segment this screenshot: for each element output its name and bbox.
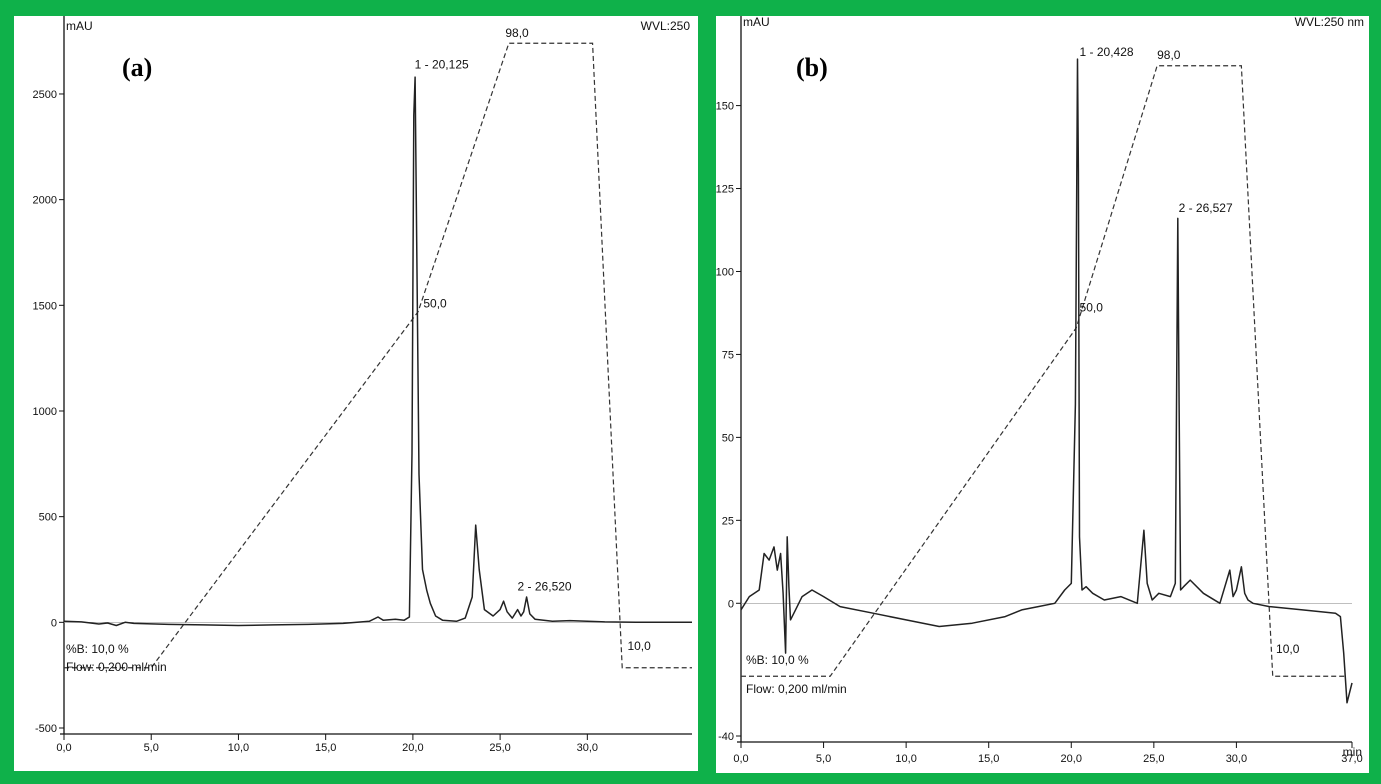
method-note: %B: 10,0 % — [746, 653, 809, 667]
x-tick-label: 5,0 — [816, 753, 831, 765]
chromatogram-trace — [740, 58, 1353, 704]
y-tick-label: 25 — [722, 515, 734, 527]
y-tick-label: 75 — [722, 349, 734, 361]
y-tick-label: 0 — [728, 598, 734, 610]
x-tick-label: 20,0 — [1061, 753, 1082, 765]
x-tick-label: 0,0 — [733, 753, 748, 765]
gradient-label: 50,0 — [1080, 300, 1104, 314]
x-tick-label: 25,0 — [1143, 753, 1164, 765]
y-tick-label: -500 — [35, 723, 57, 735]
x-tick-label: 30,0 — [1226, 753, 1247, 765]
x-tick-label: 0,0 — [56, 742, 71, 754]
peak-label: 2 - 26,520 — [518, 580, 572, 594]
y-tick-label: 0 — [51, 617, 57, 629]
y-tick-label: 2000 — [33, 195, 57, 207]
chromatogram-trace — [63, 76, 692, 627]
peak-label: 2 - 26,527 — [1179, 201, 1233, 215]
y-tick-label: 100 — [716, 266, 734, 278]
chromatogram-a: -500 0 500 1000 1500 2000 2500 0,0 5,0 10,0 15,0 20… — [33, 16, 692, 754]
method-note: Flow: 0,200 ml/min — [746, 682, 847, 696]
panel-label: (a) — [122, 53, 152, 82]
y-tick-label: 500 — [39, 512, 57, 524]
y-tick-label: 50 — [722, 432, 734, 444]
gradient-label: 98,0 — [505, 26, 529, 40]
x-tick-label: 10,0 — [228, 742, 249, 754]
wavelength-label: WVL:250 nm — [1295, 16, 1364, 29]
x-axis-unit: min — [1343, 745, 1362, 759]
gradient-label: 10,0 — [1276, 642, 1300, 656]
gradient-label: 10,0 — [627, 639, 651, 653]
y-tick-label: 150 — [716, 101, 734, 113]
method-note: %B: 10,0 % — [66, 642, 129, 656]
y-tick-label: 1500 — [33, 300, 57, 312]
x-tick-label: 30,0 — [577, 742, 598, 754]
x-tick-label: 37,0 — [1341, 753, 1362, 765]
chromatogram-b: -40 0 25 50 75 100 125 150 0,0 5,0 10,0 15,0 20,0 25,… — [716, 16, 1364, 765]
chromatogram-panel-b: -40 0 25 50 75 100 125 150 0,0 5,0 10,0 15,0 20,0 25,… — [716, 16, 1369, 773]
peak-label: 1 - 20,428 — [1080, 45, 1134, 59]
x-tick-label: 5,0 — [144, 742, 159, 754]
y-axis-unit: mAU — [66, 19, 93, 33]
x-tick-label: 15,0 — [315, 742, 336, 754]
peak-label: 1 - 20,125 — [415, 58, 469, 72]
y-tick-label: 2500 — [33, 89, 57, 101]
x-tick-label: 20,0 — [402, 742, 423, 754]
x-tick-label: 15,0 — [978, 753, 999, 765]
chromatogram-panel-a: -500 0 500 1000 1500 2000 2500 0,0 5,0 10,0 15,0 20… — [14, 16, 698, 771]
x-tick-label: 10,0 — [895, 753, 916, 765]
x-tick-label: 25,0 — [489, 742, 510, 754]
gradient-label: 98,0 — [1157, 48, 1181, 62]
gradient-label: 50,0 — [423, 296, 447, 310]
y-tick-label: -40 — [718, 731, 734, 743]
panel-label: (b) — [796, 53, 828, 82]
gradient-profile — [741, 65, 1348, 677]
gradient-profile — [64, 42, 692, 669]
y-axis-unit: mAU — [743, 16, 770, 29]
wavelength-label: WVL:250 — [641, 19, 691, 33]
y-tick-label: 125 — [716, 184, 734, 196]
method-note: Flow: 0,200 ml/min — [66, 660, 167, 674]
y-tick-label: 1000 — [33, 406, 57, 418]
